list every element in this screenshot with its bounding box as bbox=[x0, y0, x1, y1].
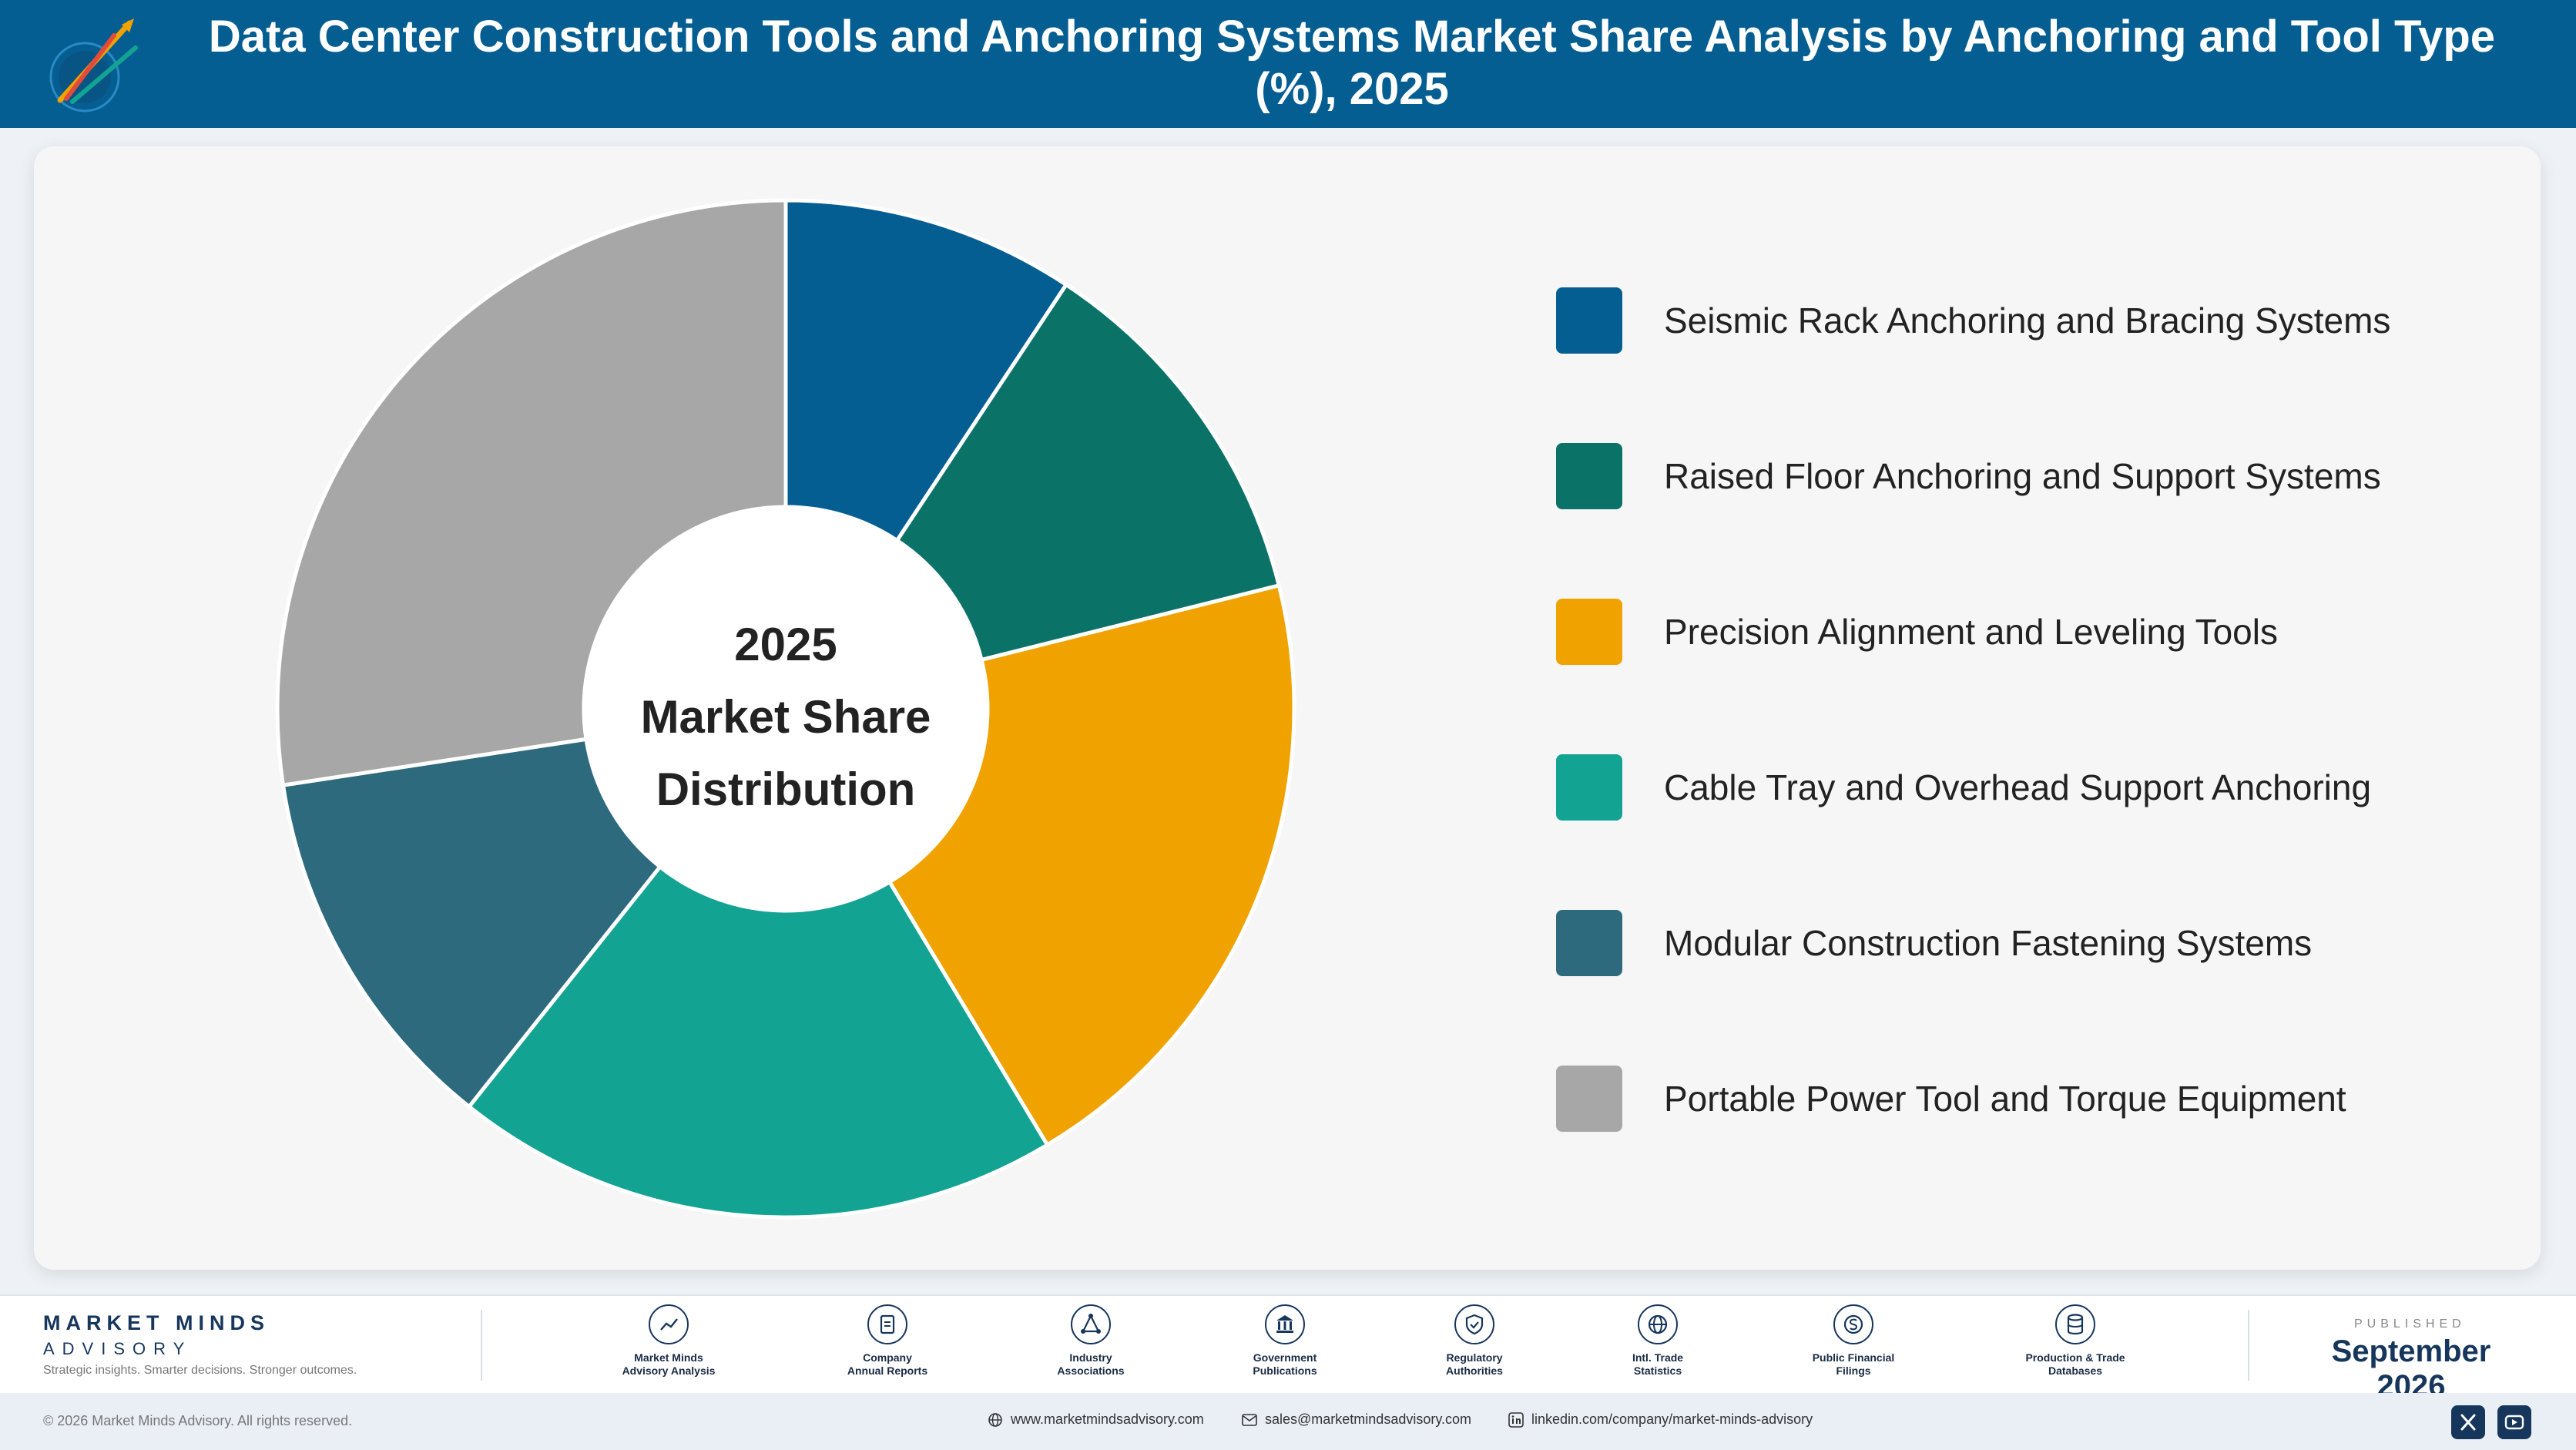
donut-center-label: 2025 Market Share Distribution bbox=[585, 609, 986, 826]
source-label: Market Minds Advisory Analysis bbox=[622, 1351, 716, 1377]
source-label: Government Publications bbox=[1253, 1351, 1317, 1377]
brand-subtitle: ADVISORY bbox=[43, 1339, 193, 1358]
government-building-icon bbox=[1265, 1304, 1305, 1344]
legend-label: Seismic Rack Anchoring and Bracing Syste… bbox=[1664, 300, 2391, 341]
legend-item: Precision Alignment and Leveling Tools bbox=[1556, 596, 2480, 666]
bottom-bar: © 2026 Market Minds Advisory. All rights… bbox=[0, 1393, 2576, 1450]
x-social-button[interactable] bbox=[2451, 1405, 2485, 1439]
source-item: Regulatory Authorities bbox=[1405, 1304, 1544, 1378]
legend-label: Modular Construction Fastening Systems bbox=[1664, 923, 2313, 963]
center-line-1: Market Share bbox=[640, 691, 931, 743]
legend-item: Modular Construction Fastening Systems bbox=[1556, 908, 2480, 977]
source-item: Market Minds Advisory Analysis bbox=[599, 1304, 738, 1378]
youtube-social-button[interactable] bbox=[2497, 1405, 2531, 1439]
source-item: Public Financial Filings bbox=[1784, 1304, 1923, 1378]
source-item: Production & Trade Databases bbox=[2006, 1304, 2145, 1378]
linkedin-link[interactable]: linkedin.com/company/market-minds-adviso… bbox=[1508, 1411, 1813, 1428]
footer-divider-right bbox=[2248, 1310, 2249, 1381]
document-icon bbox=[867, 1304, 907, 1344]
donut-hole bbox=[584, 507, 988, 911]
network-icon bbox=[1071, 1304, 1111, 1344]
shield-icon bbox=[1454, 1304, 1494, 1344]
email-text: sales@marketmindsadvisory.com bbox=[1265, 1411, 1472, 1427]
legend-swatch bbox=[1556, 443, 1622, 509]
legend-label: Portable Power Tool and Torque Equipment bbox=[1664, 1079, 2346, 1119]
center-line-2: Distribution bbox=[656, 764, 916, 815]
mail-icon bbox=[1242, 1414, 1257, 1427]
source-label: Company Annual Reports bbox=[847, 1351, 928, 1377]
legend-swatch bbox=[1556, 1066, 1622, 1132]
source-label: Regulatory Authorities bbox=[1446, 1351, 1503, 1377]
footer: MARKET MINDS ADVISORY Strategic insights… bbox=[0, 1294, 2576, 1403]
brand-tagline: Strategic insights. Smarter decisions. S… bbox=[43, 1364, 357, 1377]
legend-item: Seismic Rack Anchoring and Bracing Syste… bbox=[1556, 285, 2480, 354]
source-item: Company Annual Reports bbox=[818, 1304, 957, 1378]
legend-item: Portable Power Tool and Torque Equipment bbox=[1556, 1063, 2480, 1133]
legend-label: Raised Floor Anchoring and Support Syste… bbox=[1664, 456, 2381, 496]
legend-label: Cable Tray and Overhead Support Anchorin… bbox=[1664, 767, 2372, 807]
x-logo-icon bbox=[2460, 1414, 2476, 1431]
source-label: Intl. Trade Statistics bbox=[1632, 1351, 1684, 1377]
source-item: Government Publications bbox=[1216, 1304, 1354, 1378]
currency-icon bbox=[1833, 1304, 1873, 1344]
chart-line-icon bbox=[649, 1304, 689, 1344]
linkedin-text: linkedin.com/company/market-minds-adviso… bbox=[1531, 1411, 1813, 1427]
legend-label: Precision Alignment and Leveling Tools bbox=[1664, 612, 2278, 652]
source-label: Public Financial Filings bbox=[1812, 1351, 1895, 1377]
header-bar: Data Center Construction Tools and Ancho… bbox=[0, 0, 2576, 128]
database-icon bbox=[2055, 1304, 2095, 1344]
source-label: Production & Trade Databases bbox=[2025, 1351, 2125, 1377]
website-text: www.marketmindsadvisory.com bbox=[1011, 1411, 1204, 1427]
company-logo bbox=[49, 18, 138, 112]
globe-icon bbox=[988, 1413, 1002, 1428]
source-item: Industry Associations bbox=[1021, 1304, 1160, 1378]
center-year: 2025 bbox=[734, 619, 837, 670]
legend-swatch bbox=[1556, 599, 1622, 665]
youtube-icon bbox=[2504, 1415, 2524, 1430]
globe-icon bbox=[1638, 1304, 1678, 1344]
legend-swatch bbox=[1556, 910, 1622, 976]
email-link[interactable]: sales@marketmindsadvisory.com bbox=[1242, 1411, 1471, 1428]
source-label: Industry Associations bbox=[1057, 1351, 1125, 1377]
copyright-text: © 2026 Market Minds Advisory. All rights… bbox=[43, 1413, 353, 1428]
legend-item: Raised Floor Anchoring and Support Syste… bbox=[1556, 441, 2480, 510]
source-item: Intl. Trade Statistics bbox=[1588, 1304, 1727, 1378]
chart-title: Data Center Construction Tools and Ancho… bbox=[208, 12, 2496, 114]
linkedin-icon bbox=[1508, 1412, 1524, 1428]
footer-divider-left bbox=[481, 1310, 482, 1381]
legend-swatch bbox=[1556, 287, 1622, 354]
legend-item: Cable Tray and Overhead Support Anchorin… bbox=[1556, 752, 2480, 821]
published-label: PUBLISHED bbox=[2354, 1317, 2466, 1331]
legend-swatch bbox=[1556, 754, 1622, 821]
brand-name: MARKET MINDS bbox=[43, 1311, 270, 1334]
website-link[interactable]: www.marketmindsadvisory.com bbox=[988, 1411, 1204, 1428]
